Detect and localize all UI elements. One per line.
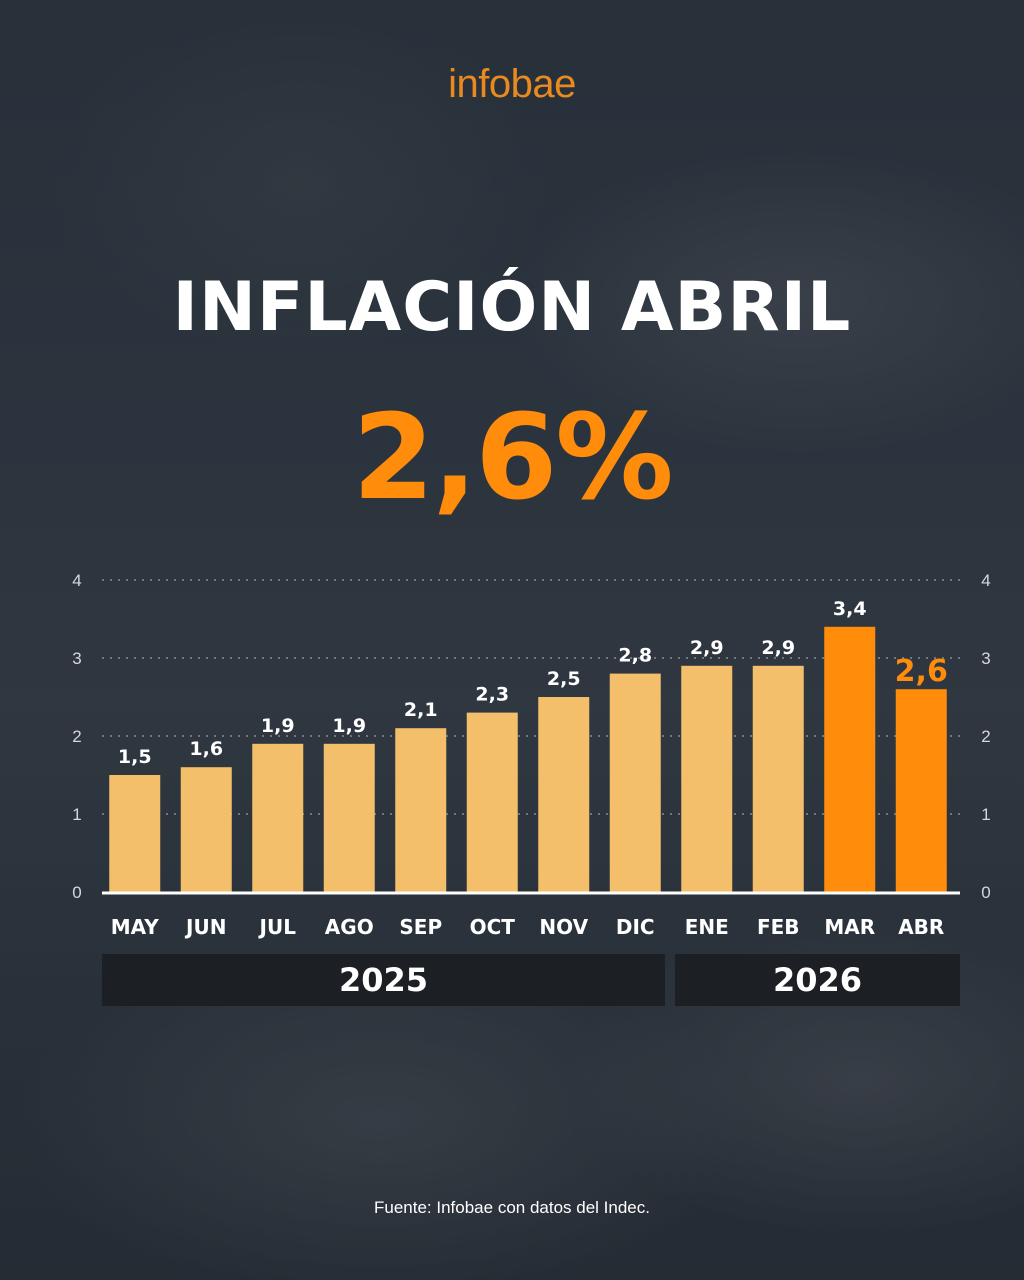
data-label: 2,3 bbox=[475, 684, 509, 706]
bar bbox=[109, 775, 161, 892]
y-tick-label-right: 2 bbox=[981, 727, 990, 746]
data-label: 2,8 bbox=[618, 645, 652, 667]
y-tick-label-right: 1 bbox=[981, 805, 990, 824]
bar bbox=[752, 665, 804, 892]
infobae-logo: infobae bbox=[448, 62, 576, 106]
y-tick-label-right: 4 bbox=[981, 571, 990, 590]
category-label: JUN bbox=[184, 915, 226, 939]
data-label: 1,9 bbox=[332, 715, 366, 737]
y-tick-label-left: 2 bbox=[72, 727, 81, 746]
data-label: 3,4 bbox=[833, 598, 867, 620]
category-label: ABR bbox=[898, 915, 944, 939]
data-label: 2,9 bbox=[761, 637, 795, 659]
category-label: MAY bbox=[111, 915, 159, 939]
highlight-value: 2,6% bbox=[352, 388, 673, 526]
data-label: 2,9 bbox=[690, 637, 724, 659]
category-label: OCT bbox=[470, 915, 516, 939]
category-label: FEB bbox=[757, 915, 800, 939]
bar bbox=[180, 767, 232, 892]
data-label: 1,6 bbox=[189, 738, 223, 760]
category-label: MAR bbox=[824, 915, 875, 939]
y-tick-label-left: 0 bbox=[72, 883, 81, 902]
bar bbox=[895, 689, 947, 892]
category-label: SEP bbox=[399, 915, 442, 939]
y-tick-label-left: 3 bbox=[72, 649, 81, 668]
y-tick-label-right: 0 bbox=[981, 883, 990, 902]
bar bbox=[252, 743, 304, 892]
source-note: Fuente: Infobae con datos del Indec. bbox=[374, 1198, 650, 1217]
bar bbox=[538, 697, 590, 892]
headline: INFLACIÓN ABRIL bbox=[172, 268, 852, 347]
y-tick-label-left: 4 bbox=[72, 571, 81, 590]
year-label-2026: 2026 bbox=[675, 954, 960, 1006]
bar bbox=[323, 743, 375, 892]
bar bbox=[466, 712, 518, 892]
category-label: JUL bbox=[258, 915, 297, 939]
data-label: 2,6 bbox=[895, 654, 948, 689]
data-label: 1,9 bbox=[261, 715, 295, 737]
category-label: ENE bbox=[685, 915, 729, 939]
data-label: 2,5 bbox=[547, 668, 581, 690]
category-label: DIC bbox=[616, 915, 655, 939]
bar bbox=[681, 665, 733, 892]
bar bbox=[609, 673, 661, 892]
data-label: 2,1 bbox=[404, 699, 438, 721]
bar bbox=[824, 626, 876, 892]
year-label-2025: 2025 bbox=[102, 954, 665, 1006]
category-label: AGO bbox=[325, 915, 374, 939]
data-label: 1,5 bbox=[118, 746, 152, 768]
y-tick-label-right: 3 bbox=[981, 649, 990, 668]
y-tick-label-left: 1 bbox=[72, 805, 81, 824]
category-label: NOV bbox=[539, 915, 588, 939]
bar bbox=[395, 728, 447, 892]
